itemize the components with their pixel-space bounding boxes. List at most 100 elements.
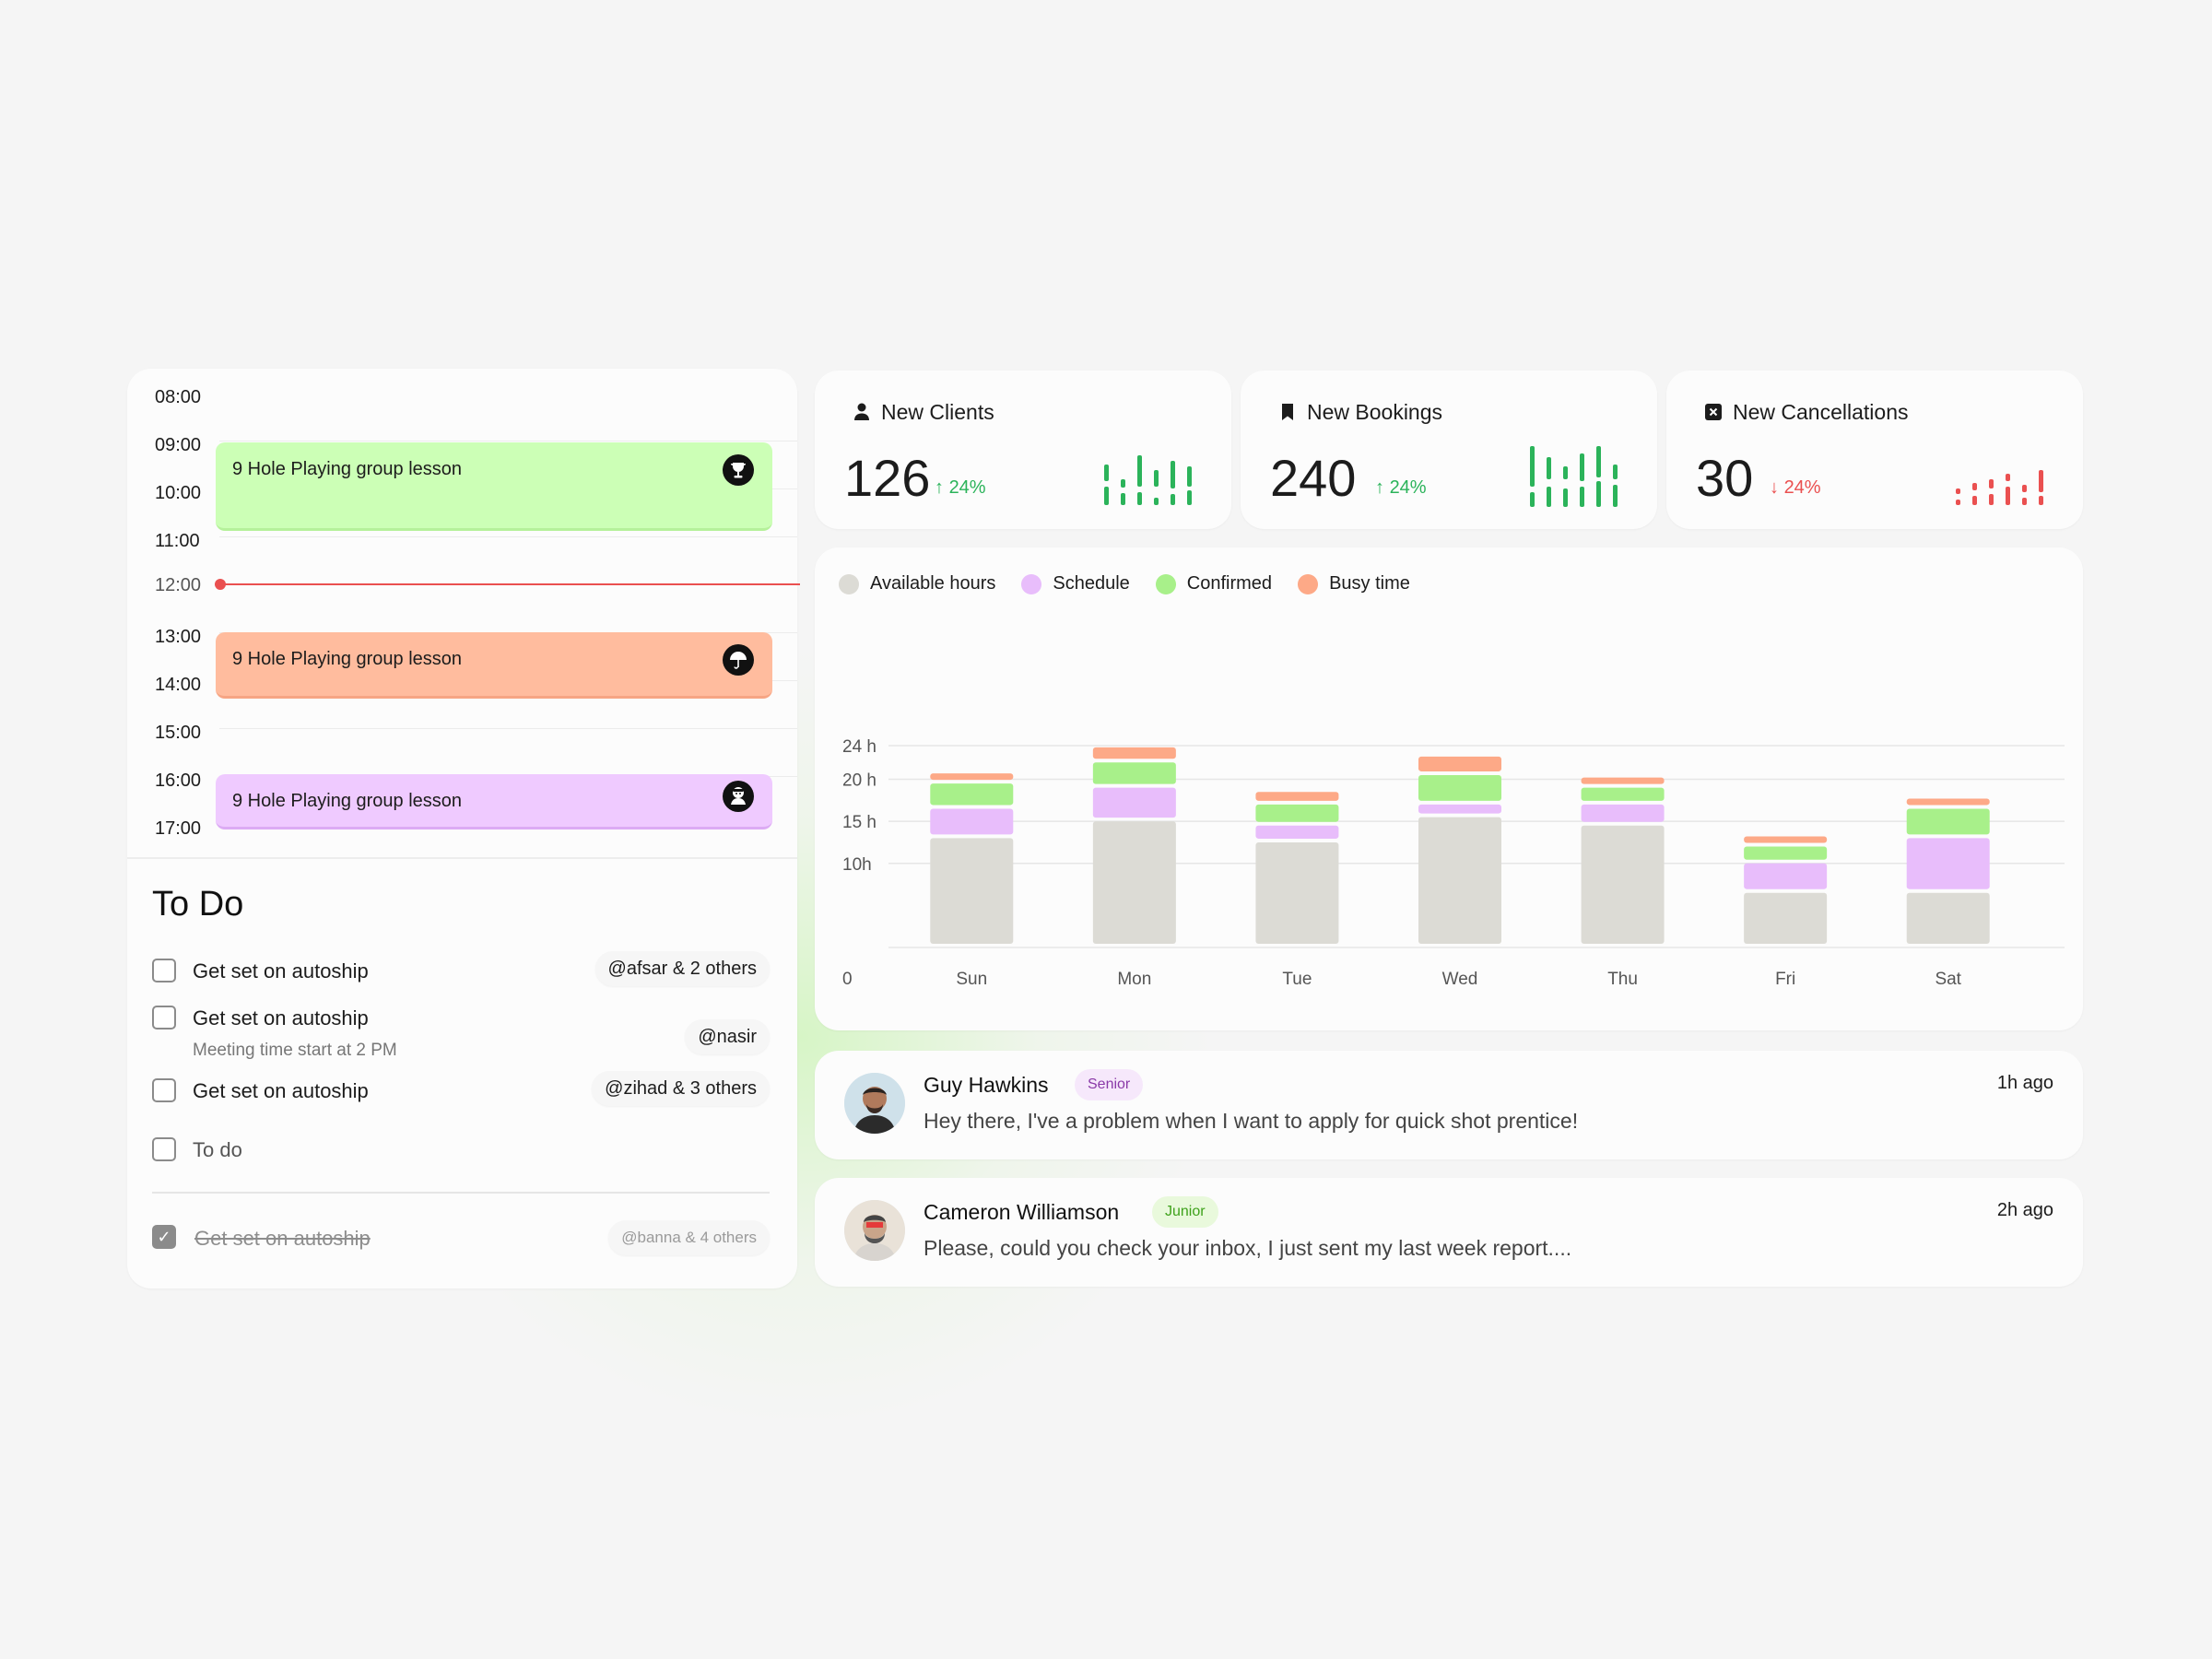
stacked-bar-chart: 0 10h 15 h 20 h 24 h Sun Mon Tue Wed Thu Fri Sat: [842, 737, 2065, 989]
hour-label: 16:00: [155, 771, 202, 791]
legend-item[interactable]: Confirmed: [1155, 573, 1273, 594]
stat-change: ↓ 24%: [1770, 477, 1821, 498]
sender-name: Cameron Williamson: [924, 1200, 1120, 1224]
message-preview: Hey there, I've a problem when I want to…: [924, 1109, 1579, 1133]
bar-segment-available-hours: [1092, 821, 1176, 944]
legend-swatch: [1021, 573, 1042, 594]
stat-change: ↑ 24%: [935, 477, 986, 498]
legend-label: Confirmed: [1186, 573, 1273, 594]
avatar[interactable]: [844, 1200, 905, 1261]
todo-item: Get set on autoship @afsar & 2 others: [152, 951, 770, 995]
bar-segment-schedule: [930, 808, 1014, 835]
hour-label: 11:00: [155, 531, 200, 551]
current-time-label: 12:00: [155, 575, 202, 595]
bar-segment-busy-time: [930, 773, 1014, 781]
stat-title: New Clients: [881, 400, 994, 424]
bar-segment-available-hours: [1255, 841, 1339, 944]
x-tick-label: Mon: [1117, 970, 1151, 989]
bar-segment-available-hours: [930, 838, 1014, 944]
legend-swatch: [839, 573, 859, 594]
todo-label: Get set on autoship: [194, 1227, 371, 1250]
role-badge: Junior: [1152, 1196, 1218, 1228]
hour-row: 09:00: [127, 417, 797, 465]
hour-row: 17:00: [127, 800, 797, 848]
bookmark-icon: [1282, 404, 1293, 420]
stat-card-new-bookings: New Bookings 240 ↑ 24%: [1241, 371, 1657, 529]
bar-segment-schedule: [1255, 825, 1339, 839]
stat-value: 30: [1696, 449, 1754, 507]
user-icon: [854, 403, 869, 420]
legend-label: Schedule: [1053, 573, 1130, 594]
hour-label: 14:00: [155, 675, 202, 695]
legend-label: Available hours: [870, 573, 996, 594]
x-tick-label: Wed: [1442, 970, 1478, 989]
todo-item: To do: [152, 1137, 770, 1174]
legend-item[interactable]: Available hours: [839, 573, 995, 594]
bar-segment-confirmed: [1092, 762, 1176, 784]
calendar-event[interactable]: 9 Hole Playing group lesson: [216, 442, 772, 531]
hour-label: 08:00: [155, 387, 202, 407]
bar-segment-schedule: [1581, 804, 1665, 822]
todo-label: Get set on autoship: [193, 1006, 369, 1030]
todo-label[interactable]: To do: [193, 1138, 242, 1161]
y-tick-label: 24 h: [842, 737, 877, 757]
bar-segment-available-hours: [1906, 892, 1990, 944]
bar-segment-busy-time: [1744, 836, 1828, 843]
message-time: 1h ago: [1996, 1073, 2053, 1093]
calendar-event[interactable]: 9 Hole Playing group lesson: [216, 632, 772, 699]
chart-legend: Available hours Schedule Confirmed Busy …: [839, 573, 1410, 594]
assignee-tag[interactable]: @banna & 4 others: [608, 1220, 770, 1255]
y-tick-label: 20 h: [842, 771, 877, 791]
hour-label: 13:00: [155, 627, 202, 647]
role-badge: Senior: [1075, 1069, 1144, 1100]
stat-card-new-clients: New Clients 126 ↑ 24%: [815, 371, 1231, 529]
message-item[interactable]: Cameron Williamson Junior Please, could …: [815, 1178, 2083, 1287]
stat-change-value: 24%: [1783, 477, 1821, 498]
bar-segment-busy-time: [1255, 792, 1339, 801]
avatar[interactable]: [844, 1073, 905, 1134]
message-item[interactable]: Guy Hawkins Senior Hey there, I've a pro…: [815, 1051, 2083, 1159]
stat-title: New Cancellations: [1733, 400, 1909, 424]
legend-item[interactable]: Busy time: [1298, 573, 1410, 594]
bar-segment-schedule: [1744, 863, 1828, 889]
message-preview: Please, could you check your inbox, I ju…: [924, 1236, 1572, 1260]
bar-segment-available-hours: [1744, 892, 1828, 944]
assignee-tag[interactable]: @nasir: [685, 1019, 770, 1054]
x-tick-label: Thu: [1607, 970, 1638, 989]
todo-checkbox[interactable]: [152, 1006, 176, 1030]
todo-checkbox[interactable]: [152, 1078, 176, 1102]
hour-label: 09:00: [155, 435, 202, 455]
hour-row: 15:00: [127, 704, 797, 752]
sparkline-chart: [1956, 470, 2043, 505]
x-tick-label: Fri: [1775, 970, 1795, 989]
assignee-tag[interactable]: @afsar & 2 others: [594, 951, 770, 986]
todo-checkbox-checked[interactable]: ✓: [152, 1225, 176, 1249]
todo-divider: [152, 1192, 770, 1194]
stat-value: 240: [1270, 449, 1357, 507]
bar-segment-busy-time: [1906, 798, 1990, 806]
hour-label: 15:00: [155, 723, 202, 743]
legend-swatch: [1298, 573, 1319, 594]
golfer-icon: [723, 781, 754, 812]
day-calendar: 08:00 09:00 10:00 11:00 12:00 13:00 14:0…: [127, 369, 800, 857]
sparkline-chart: [1530, 446, 1618, 507]
hour-label: 10:00: [155, 483, 202, 503]
x-tick-label: Sun: [956, 970, 987, 989]
todo-checkbox[interactable]: [152, 1137, 176, 1161]
message-time: 2h ago: [1996, 1200, 2053, 1220]
bar-segment-schedule: [1418, 804, 1501, 814]
assignee-tag[interactable]: @zihad & 3 others: [592, 1071, 770, 1106]
bar-segment-available-hours: [1581, 825, 1665, 944]
schedule-todo-panel: 08:00 09:00 10:00 11:00 12:00 13:00 14:0…: [127, 369, 800, 1288]
hour-row: 08:00: [127, 369, 797, 417]
legend-item[interactable]: Schedule: [1021, 573, 1130, 594]
todo-checkbox[interactable]: [152, 959, 176, 982]
bar-segment-schedule: [1906, 838, 1990, 889]
trophy-icon: [723, 454, 754, 486]
stat-change-value: 24%: [1389, 477, 1427, 498]
hour-label: 17:00: [155, 818, 202, 839]
hour-row: 11:00: [127, 512, 797, 560]
section-divider: [127, 857, 797, 859]
calendar-event[interactable]: 9 Hole Playing group lesson: [216, 774, 772, 830]
y-tick-label: 0: [842, 970, 853, 989]
